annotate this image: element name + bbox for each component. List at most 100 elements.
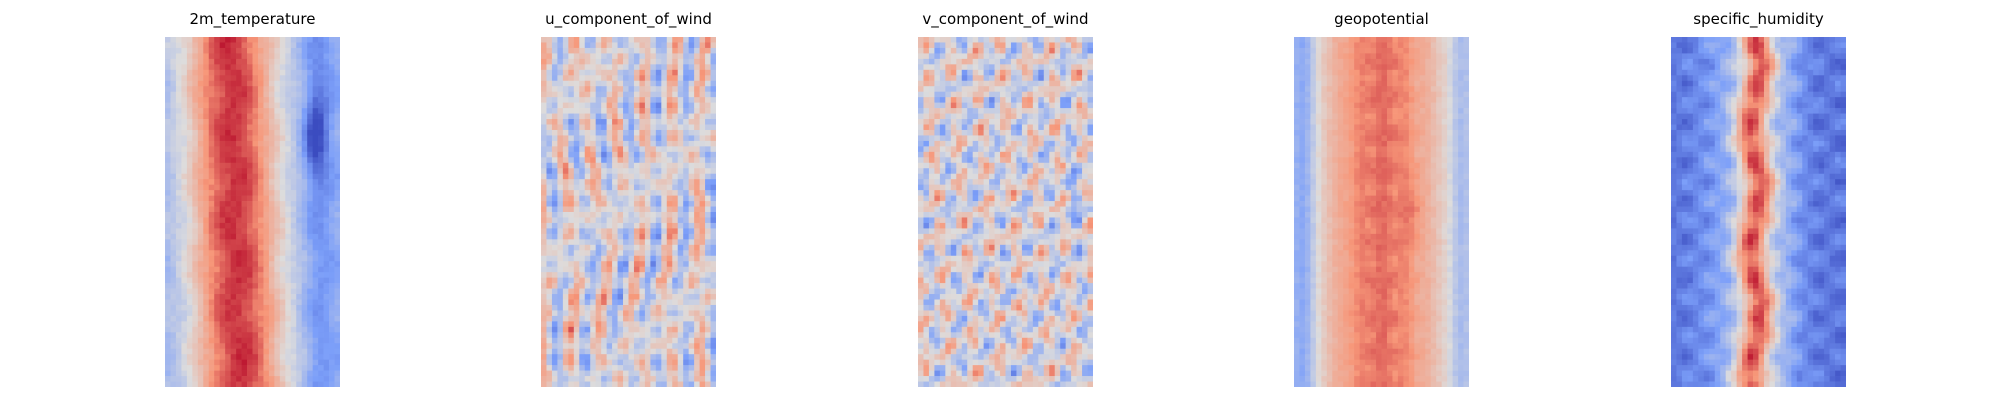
heatmap-cell <box>1032 113 1039 120</box>
heatmap-cell <box>623 42 629 49</box>
heatmap-cell <box>257 146 264 153</box>
heatmap-cell <box>290 146 297 153</box>
heatmap-cell <box>661 228 668 235</box>
heatmap-cell <box>165 135 171 142</box>
heatmap-cell <box>557 129 564 136</box>
heatmap-cell <box>279 184 286 191</box>
heatmap-cell <box>268 201 275 207</box>
heatmap-cell <box>655 354 662 361</box>
heatmap-cell <box>1032 42 1039 49</box>
heatmap-cell <box>983 102 990 109</box>
heatmap-cell <box>705 162 711 169</box>
heatmap-cell <box>677 222 684 229</box>
heatmap-cell <box>165 217 171 224</box>
heatmap-cell <box>165 266 171 273</box>
heatmap-cell <box>247 233 253 240</box>
heatmap-cell <box>312 359 319 366</box>
heatmap-cell <box>181 162 188 169</box>
heatmap-cell <box>672 299 679 306</box>
heatmap-cell <box>639 146 646 153</box>
heatmap-cell <box>170 190 177 196</box>
heatmap-cell <box>683 108 690 114</box>
heatmap-cell <box>1065 91 1072 98</box>
heatmap-cell <box>1049 157 1056 164</box>
heatmap-cell <box>590 37 597 43</box>
heatmap-cell <box>705 233 711 240</box>
heatmap-cell <box>268 146 275 153</box>
heatmap-cell <box>165 365 171 371</box>
heatmap-cell <box>694 244 700 251</box>
heatmap-cell <box>989 129 995 136</box>
heatmap-cell <box>252 294 259 300</box>
heatmap-cell <box>219 86 226 93</box>
heatmap-cell <box>961 151 968 158</box>
heatmap-cell <box>257 244 264 251</box>
heatmap-cell <box>579 343 586 350</box>
heatmap-cell <box>296 195 303 202</box>
heatmap-cell <box>666 315 673 322</box>
heatmap-cell <box>568 42 575 49</box>
heatmap-cell <box>666 151 673 158</box>
heatmap-cell <box>994 37 1001 43</box>
heatmap-cell <box>219 283 226 289</box>
heatmap-cell <box>329 179 335 186</box>
heatmap-cell <box>214 140 221 147</box>
heatmap-cell <box>247 58 253 65</box>
heatmap-cell <box>257 195 264 202</box>
heatmap-cell <box>978 108 984 114</box>
heatmap-cell <box>623 113 629 120</box>
heatmap-cell <box>1054 86 1061 93</box>
heatmap-cell <box>934 42 941 49</box>
heatmap-cell <box>307 272 314 278</box>
heatmap-cell <box>263 86 270 93</box>
heatmap-cell <box>705 146 711 153</box>
heatmap-cell <box>214 151 221 158</box>
heatmap-cell <box>579 337 586 344</box>
heatmap-cell <box>956 124 963 131</box>
heatmap-cell <box>247 86 253 93</box>
heatmap-cell <box>579 129 586 136</box>
heatmap-cell <box>612 108 618 114</box>
heatmap-cell <box>268 310 275 317</box>
heatmap-cell <box>181 69 188 76</box>
heatmap-cell <box>934 157 941 164</box>
heatmap-cell <box>612 222 618 229</box>
heatmap-cell <box>301 168 308 175</box>
heatmap-cell <box>1054 179 1061 186</box>
heatmap-cell <box>268 173 275 180</box>
heatmap-cell <box>562 190 569 196</box>
heatmap-cell <box>1071 113 1077 120</box>
heatmap-cell <box>290 151 297 158</box>
heatmap-cell <box>1016 157 1023 164</box>
heatmap-cell <box>623 102 629 109</box>
heatmap-cell <box>301 80 308 87</box>
heatmap-cell <box>934 47 941 54</box>
heatmap-cell <box>972 173 979 180</box>
heatmap-cell <box>710 304 716 311</box>
heatmap-cell <box>236 53 242 60</box>
heatmap-cell <box>181 206 188 213</box>
heatmap-cell <box>175 91 182 98</box>
heatmap-cell <box>214 69 221 76</box>
heatmap-cell <box>579 146 586 153</box>
heatmap-cell <box>639 113 646 120</box>
heatmap-cell <box>584 146 591 153</box>
heatmap-cell <box>1027 119 1034 125</box>
heatmap-cell <box>606 195 613 202</box>
heatmap-cell <box>639 53 646 60</box>
heatmap-cell <box>612 129 618 136</box>
heatmap-cell <box>694 195 700 202</box>
heatmap-cell <box>579 47 586 54</box>
heatmap-cell <box>279 326 286 333</box>
heatmap-cell <box>562 146 569 153</box>
heatmap-cell <box>666 135 673 142</box>
heatmap-cell <box>241 173 248 180</box>
heatmap-cell <box>307 370 314 377</box>
heatmap-cell <box>1054 135 1061 142</box>
heatmap-cell <box>606 140 613 147</box>
heatmap-cell <box>296 47 303 54</box>
heatmap-cell <box>978 64 984 71</box>
heatmap-cell <box>546 326 553 333</box>
heatmap-cell <box>214 64 221 71</box>
heatmap-cell <box>1043 184 1050 191</box>
